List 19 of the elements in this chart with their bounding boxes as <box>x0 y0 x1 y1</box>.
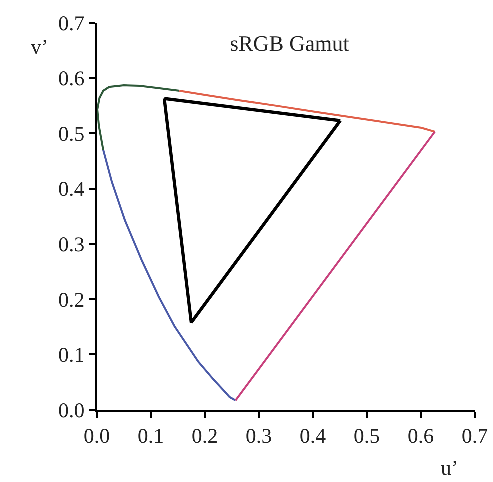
x-tick-label: 0.6 <box>408 424 434 448</box>
x-tick-label: 0.3 <box>246 424 272 448</box>
chart-title: sRGB Gamut <box>230 31 350 56</box>
x-tick-label: 0.2 <box>192 424 218 448</box>
y-tick-label: 0.6 <box>58 66 85 91</box>
y-tick-label: 0.1 <box>58 343 85 368</box>
y-tick-label: 0.3 <box>58 232 85 256</box>
x-tick-label: 0.1 <box>138 424 164 448</box>
x-tick-label: 0.7 <box>462 424 488 448</box>
y-axis-title: v’ <box>31 35 48 59</box>
y-tick-label: 0.5 <box>58 122 85 146</box>
x-tick-label: 0.0 <box>84 424 110 448</box>
y-tick-label: 0.0 <box>58 398 85 422</box>
x-tick-label: 0.4 <box>300 424 327 448</box>
y-tick-label: 0.7 <box>58 11 85 36</box>
x-tick-label: 0.5 <box>354 424 380 448</box>
x-axis-title: u’ <box>441 456 458 480</box>
y-tick-label: 0.2 <box>58 288 85 312</box>
y-tick-label: 0.4 <box>58 177 86 202</box>
